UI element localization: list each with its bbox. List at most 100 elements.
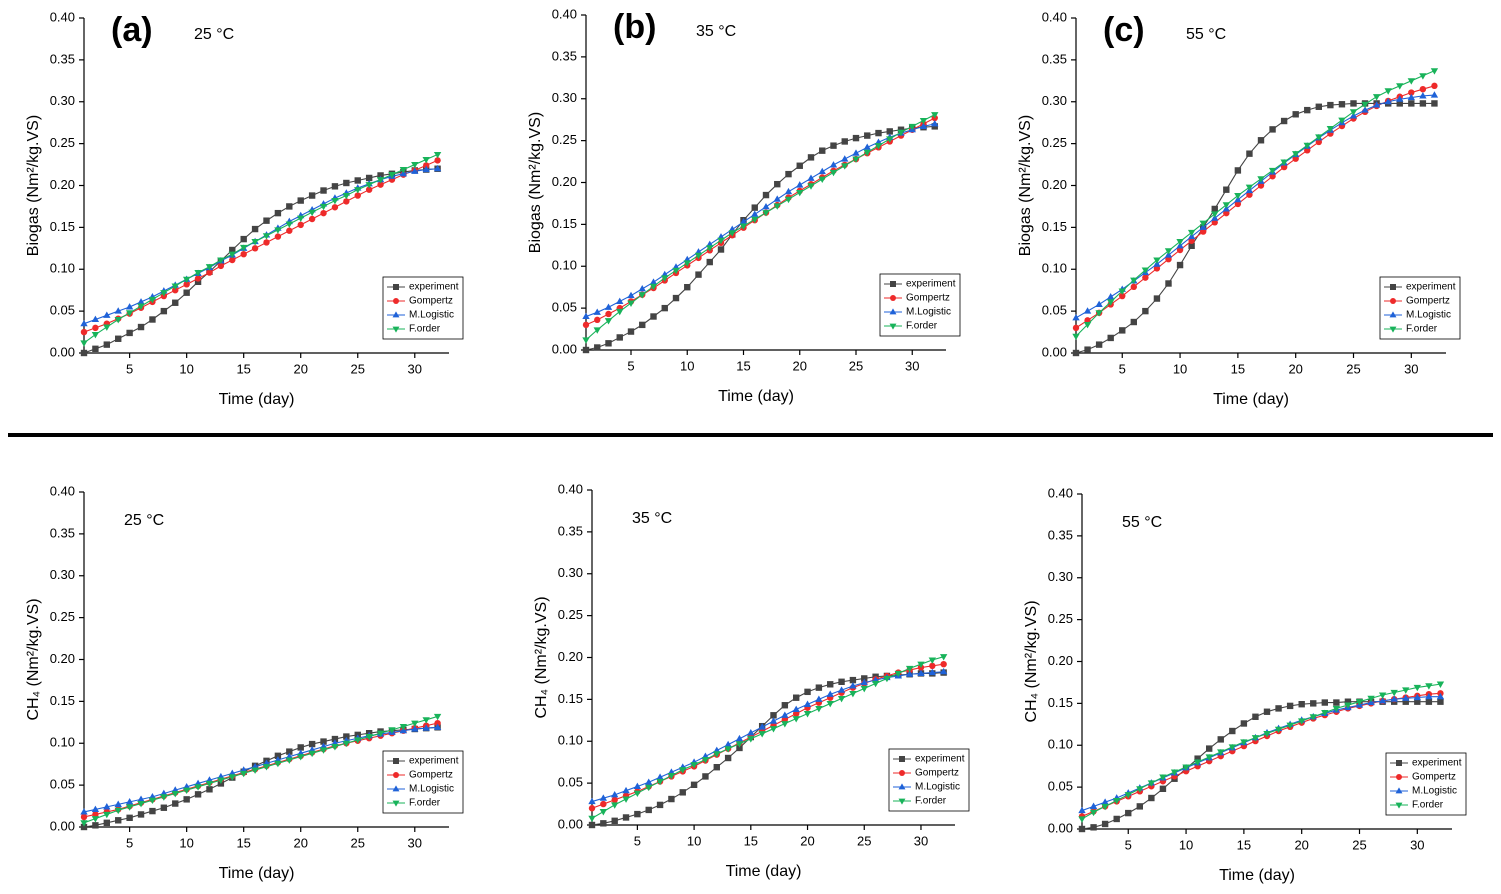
y-tick-label: 0.35 [50, 525, 75, 540]
marker [1234, 167, 1242, 174]
marker [1141, 267, 1150, 274]
marker [827, 681, 834, 688]
marker [1268, 167, 1277, 175]
marker [194, 784, 202, 791]
marker [762, 210, 770, 217]
marker [1130, 318, 1138, 326]
marker [886, 128, 893, 135]
marker [263, 239, 270, 246]
marker [838, 678, 845, 685]
y-tick-label: 0.35 [50, 51, 75, 66]
marker [1292, 155, 1299, 162]
legend-marker [392, 326, 400, 333]
marker [1217, 749, 1225, 756]
marker [217, 262, 225, 270]
marker [701, 757, 710, 764]
marker [616, 297, 624, 304]
y-tick-label: 0.40 [50, 9, 75, 24]
y-axis-label: Biogas (Nm²/kg.VS) [1017, 115, 1034, 256]
marker [274, 227, 282, 234]
marker [1274, 726, 1283, 734]
marker [1246, 191, 1253, 198]
marker [633, 782, 642, 790]
x-axis-label: Time (day) [718, 388, 794, 405]
marker [604, 318, 613, 325]
marker [747, 736, 755, 743]
marker [182, 787, 191, 794]
y-tick-label: 0.15 [1042, 219, 1067, 234]
marker [600, 820, 607, 827]
y-tick-label: 0.30 [1048, 569, 1073, 584]
x-tick-label: 25 [1352, 837, 1366, 852]
marker [1072, 333, 1080, 341]
y-axis-label: CH₄ (Nm²/kg.VS) [1023, 600, 1040, 722]
marker [1090, 824, 1097, 831]
marker [815, 706, 823, 713]
legend-label: M.Logistic [906, 307, 951, 318]
marker [433, 723, 442, 730]
marker [103, 803, 111, 810]
marker [1333, 699, 1340, 706]
marker [1372, 101, 1381, 108]
x-tick-label: 30 [408, 361, 422, 376]
marker [852, 156, 860, 163]
marker [616, 308, 624, 316]
marker [1280, 117, 1288, 125]
marker [1193, 759, 1202, 766]
marker [1130, 283, 1138, 291]
marker [354, 187, 362, 194]
marker [1275, 705, 1282, 712]
legend-label: experiment [409, 756, 459, 767]
marker [172, 286, 179, 294]
marker [171, 790, 179, 798]
legend-marker [1395, 802, 1403, 809]
y-tick-label: 0.35 [552, 48, 577, 63]
marker [886, 136, 894, 143]
marker [1089, 809, 1098, 817]
marker [649, 283, 658, 291]
legend-label: F.order [1412, 800, 1444, 811]
marker [137, 298, 145, 305]
marker [91, 315, 100, 323]
marker [841, 155, 849, 162]
marker [1234, 200, 1242, 208]
marker [747, 729, 755, 736]
marker [137, 303, 145, 310]
marker [149, 807, 156, 815]
marker [376, 177, 385, 184]
marker [627, 291, 635, 299]
marker [377, 172, 384, 179]
marker [411, 162, 419, 169]
marker [1315, 138, 1323, 146]
marker [1269, 173, 1276, 180]
marker [422, 724, 430, 731]
x-tick-label: 30 [1404, 361, 1418, 376]
marker [103, 819, 111, 827]
marker [331, 183, 339, 190]
marker [285, 757, 293, 764]
marker [1315, 134, 1323, 141]
legend: experiment Gompertz M.Logistic F.order [888, 748, 970, 812]
x-tick-label: 25 [351, 361, 365, 376]
marker [297, 197, 304, 204]
marker [194, 270, 202, 277]
marker [1384, 88, 1392, 95]
x-tick-label: 15 [1231, 361, 1245, 376]
y-tick-label: 0.00 [558, 816, 583, 831]
marker [1240, 720, 1248, 727]
marker [905, 665, 914, 673]
marker [1390, 689, 1398, 697]
marker [588, 815, 596, 823]
marker [1170, 769, 1179, 776]
marker [815, 684, 823, 691]
marker [251, 767, 259, 774]
marker [656, 773, 664, 780]
marker [582, 312, 590, 320]
marker [1142, 274, 1149, 281]
marker [297, 215, 305, 223]
x-tick-label: 15 [1237, 837, 1251, 852]
marker [616, 334, 623, 341]
marker [1095, 341, 1103, 348]
marker [1251, 735, 1260, 742]
legend: experiment Gompertz M.Logistic F.order [1385, 752, 1467, 816]
